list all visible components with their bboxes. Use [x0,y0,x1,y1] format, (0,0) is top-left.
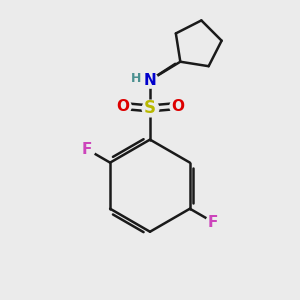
Text: F: F [82,142,92,157]
Text: H: H [130,72,141,85]
Text: O: O [171,98,184,113]
Text: O: O [116,98,129,113]
Text: S: S [144,99,156,117]
Text: F: F [208,214,218,230]
Text: N: N [144,73,156,88]
